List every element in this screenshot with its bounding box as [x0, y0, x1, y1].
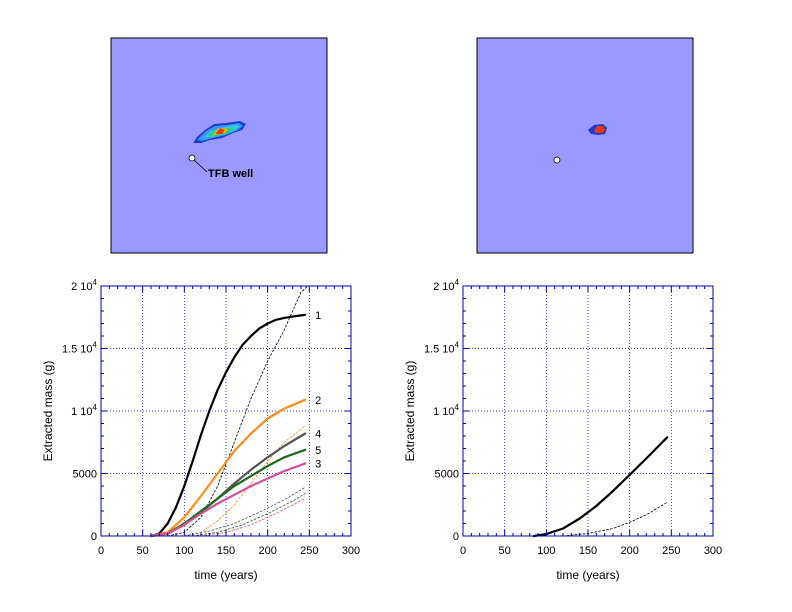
- series-line-3: [149, 462, 307, 538]
- gridlines-2: [463, 286, 713, 536]
- series-label-5: 5: [315, 445, 321, 457]
- y-tick-label: 2 104: [71, 278, 97, 293]
- x-tick-label: 100: [537, 545, 555, 557]
- y-tick-label: 5000: [435, 469, 459, 481]
- x-tick-label: 100: [175, 545, 193, 557]
- y-tick-label: 0: [453, 531, 459, 543]
- series-line-1: [532, 436, 669, 538]
- map-background-1: [110, 37, 328, 254]
- annotation-leader: [193, 159, 208, 173]
- contaminant-plume-1: [193, 121, 246, 143]
- x-tick-labels-1: 0 50 100 150 200 250 300: [98, 545, 360, 557]
- series-label-1: 1: [315, 310, 321, 322]
- x-tick-labels-2: 0 50 100 150 200 250 300: [460, 545, 722, 557]
- map-background-2: [476, 37, 694, 254]
- x-tick-label: 0: [98, 545, 104, 557]
- series-line-5: [149, 448, 307, 538]
- series-dashed-line-4: [183, 425, 306, 537]
- series-label-3: 3: [315, 459, 321, 471]
- y-tick-label: 1.5 104: [62, 341, 98, 356]
- x-tick-label: 50: [137, 545, 149, 557]
- series-label-4: 4: [315, 429, 321, 441]
- y-tick-label: 1 104: [433, 403, 459, 418]
- y-tick-label: 2 104: [433, 278, 459, 293]
- ticks-2: [462, 285, 714, 537]
- series-dashed-line-9: [192, 493, 306, 537]
- x-tick-label: 250: [300, 545, 318, 557]
- series-line-1: [149, 313, 307, 538]
- well-marker-2: [553, 156, 561, 164]
- map-panel-1: TFB well: [110, 37, 328, 254]
- series-dashed-line-8: [183, 486, 306, 537]
- x-axis-label-2: time (years): [556, 568, 619, 582]
- well-marker-1: [188, 154, 196, 162]
- x-tick-label: 50: [499, 545, 511, 557]
- y-axis-label-1: Extracted mass (g): [41, 361, 55, 462]
- series-dashed-line-2: [167, 285, 309, 537]
- y-tick-label: 5000: [73, 469, 97, 481]
- y-tick-label: 0: [91, 531, 97, 543]
- x-tick-label: 150: [217, 545, 235, 557]
- plot-frame-2: [462, 285, 714, 537]
- contaminant-plume-2: [588, 124, 607, 135]
- series-dashed-line-2: [562, 501, 668, 537]
- x-tick-label: 200: [620, 545, 638, 557]
- map-panel-2: [476, 37, 694, 254]
- x-tick-label: 0: [460, 545, 466, 557]
- x-tick-label: 200: [258, 545, 276, 557]
- series-label-2: 2: [315, 395, 321, 407]
- y-tick-label: 1 104: [71, 403, 97, 418]
- x-axis-label-1: time (years): [194, 568, 257, 582]
- y-tick-label: 1.5 104: [424, 341, 460, 356]
- series-labels-1: 1 2 4 5 3: [315, 310, 321, 471]
- y-axis-label-2: Extracted mass (g): [403, 361, 417, 462]
- series-line-4: [149, 432, 307, 538]
- series-line-2: [149, 398, 307, 538]
- y-tick-labels-1: 0 5000 1 104 1.5 104 2 104: [62, 278, 98, 543]
- x-tick-label: 300: [704, 545, 722, 557]
- x-tick-label: 250: [662, 545, 680, 557]
- series-group-2: [532, 436, 669, 538]
- x-tick-label: 150: [579, 545, 597, 557]
- well-annotation: TFB well: [208, 168, 253, 180]
- chart-panel-2: 0 50 100 150 200 250 300 0 5000 1 104 1.5 104 2 10…: [403, 278, 722, 582]
- y-tick-labels-2: 0 5000 1 104 1.5 104 2 104: [424, 278, 460, 543]
- ticks-1: [100, 285, 352, 537]
- x-tick-label: 300: [342, 545, 360, 557]
